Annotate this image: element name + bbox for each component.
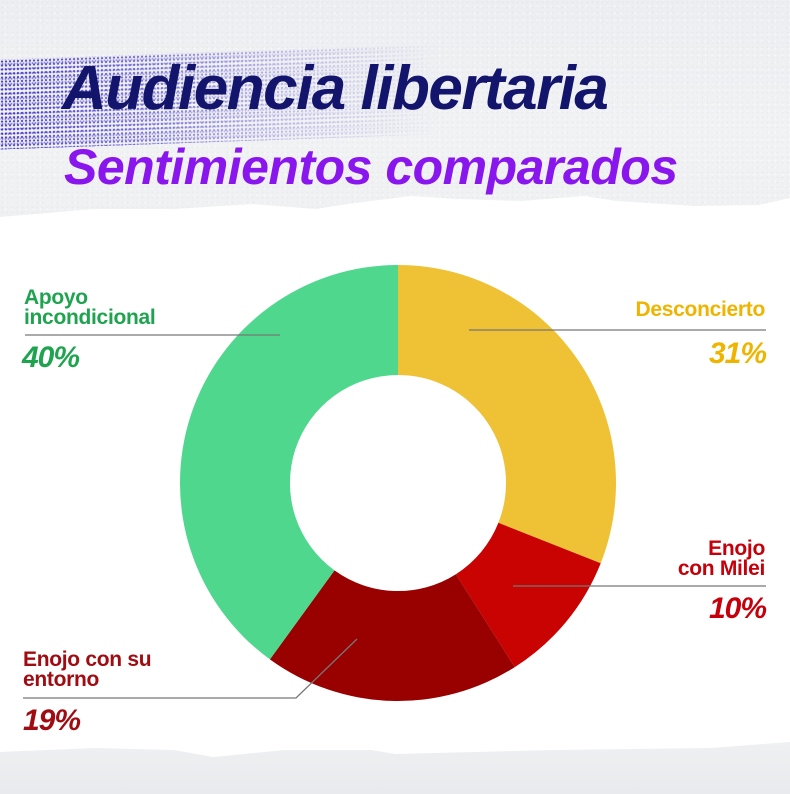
label-enojo-milei-pct: 10% — [708, 592, 767, 625]
slice-apoyo-incondicional — [179, 265, 398, 660]
label-enojo-milei-line2: con Milei — [677, 557, 765, 580]
leader-line-enojo-entorno — [23, 638, 358, 699]
label-desconcierto-pct: 31% — [708, 337, 767, 370]
label-enojo-entorno-line1: Enojo con su — [23, 648, 152, 671]
label-enojo-milei-name: Enojo con Milei — [677, 537, 765, 580]
slice-enojo-con-su-entorno — [269, 570, 515, 702]
slice-desconcierto — [398, 265, 616, 564]
label-enojo-entorno-pct: 19% — [23, 704, 81, 737]
label-apoyo-name: Apoyo incondicional — [24, 286, 156, 329]
chart-subtitle: Sentimientos comparados — [64, 139, 678, 195]
label-apoyo-line1: Apoyo — [24, 286, 88, 309]
label-enojo-milei-line1: Enojo — [708, 537, 765, 560]
label-desconcierto-name: Desconcierto — [635, 298, 766, 321]
label-enojo-entorno-line2: entorno — [23, 668, 100, 691]
slice-enojo-con-milei — [455, 522, 601, 668]
label-apoyo-line2: incondicional — [24, 306, 156, 329]
chart-title: Audiencia libertaria — [62, 54, 609, 123]
label-enojo-entorno-name: Enojo con su entorno — [23, 648, 152, 691]
label-desconcierto-line1: Desconcierto — [635, 298, 766, 321]
label-apoyo-pct: 40% — [22, 341, 80, 374]
